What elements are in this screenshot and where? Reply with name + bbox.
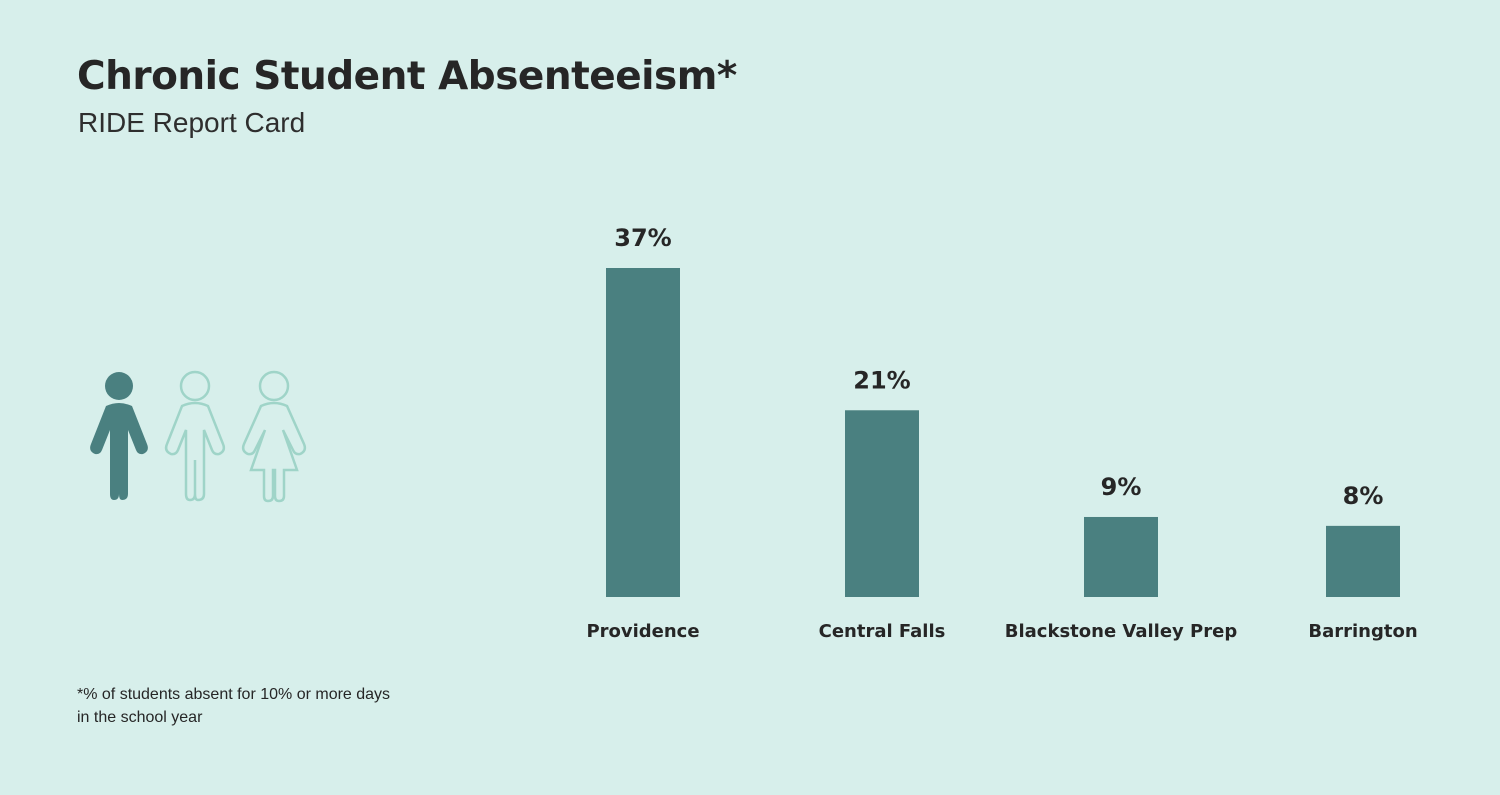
student-figures-graphic bbox=[90, 370, 307, 503]
data-label: 8% bbox=[1343, 482, 1384, 510]
data-label: 37% bbox=[614, 224, 671, 252]
footnote-line-1: *% of students absent for 10% or more da… bbox=[77, 686, 391, 703]
bar-central-falls bbox=[845, 410, 919, 597]
data-label: 21% bbox=[853, 366, 910, 394]
student-figures bbox=[84, 368, 314, 506]
chart-title: Chronic Student Absenteeism* bbox=[77, 54, 737, 99]
category-label: Barrington bbox=[1308, 621, 1417, 642]
person-outline-icon bbox=[164, 370, 226, 502]
category-label: Providence bbox=[586, 621, 699, 642]
footnote-line-2: in the school year bbox=[77, 709, 203, 726]
chart-subtitle: RIDE Report Card bbox=[78, 107, 306, 138]
bar-barrington bbox=[1326, 525, 1400, 597]
bar-blackstone-valley-prep bbox=[1084, 516, 1158, 597]
category-label: Blackstone Valley Prep bbox=[1005, 621, 1238, 642]
person-filled-icon bbox=[90, 372, 148, 500]
bar-providence bbox=[606, 268, 680, 597]
footnote: *% of students absent for 10% or more da… bbox=[77, 683, 437, 729]
person-dress-outline-icon bbox=[241, 370, 307, 503]
data-label: 9% bbox=[1101, 473, 1142, 501]
category-label: Central Falls bbox=[819, 621, 946, 642]
